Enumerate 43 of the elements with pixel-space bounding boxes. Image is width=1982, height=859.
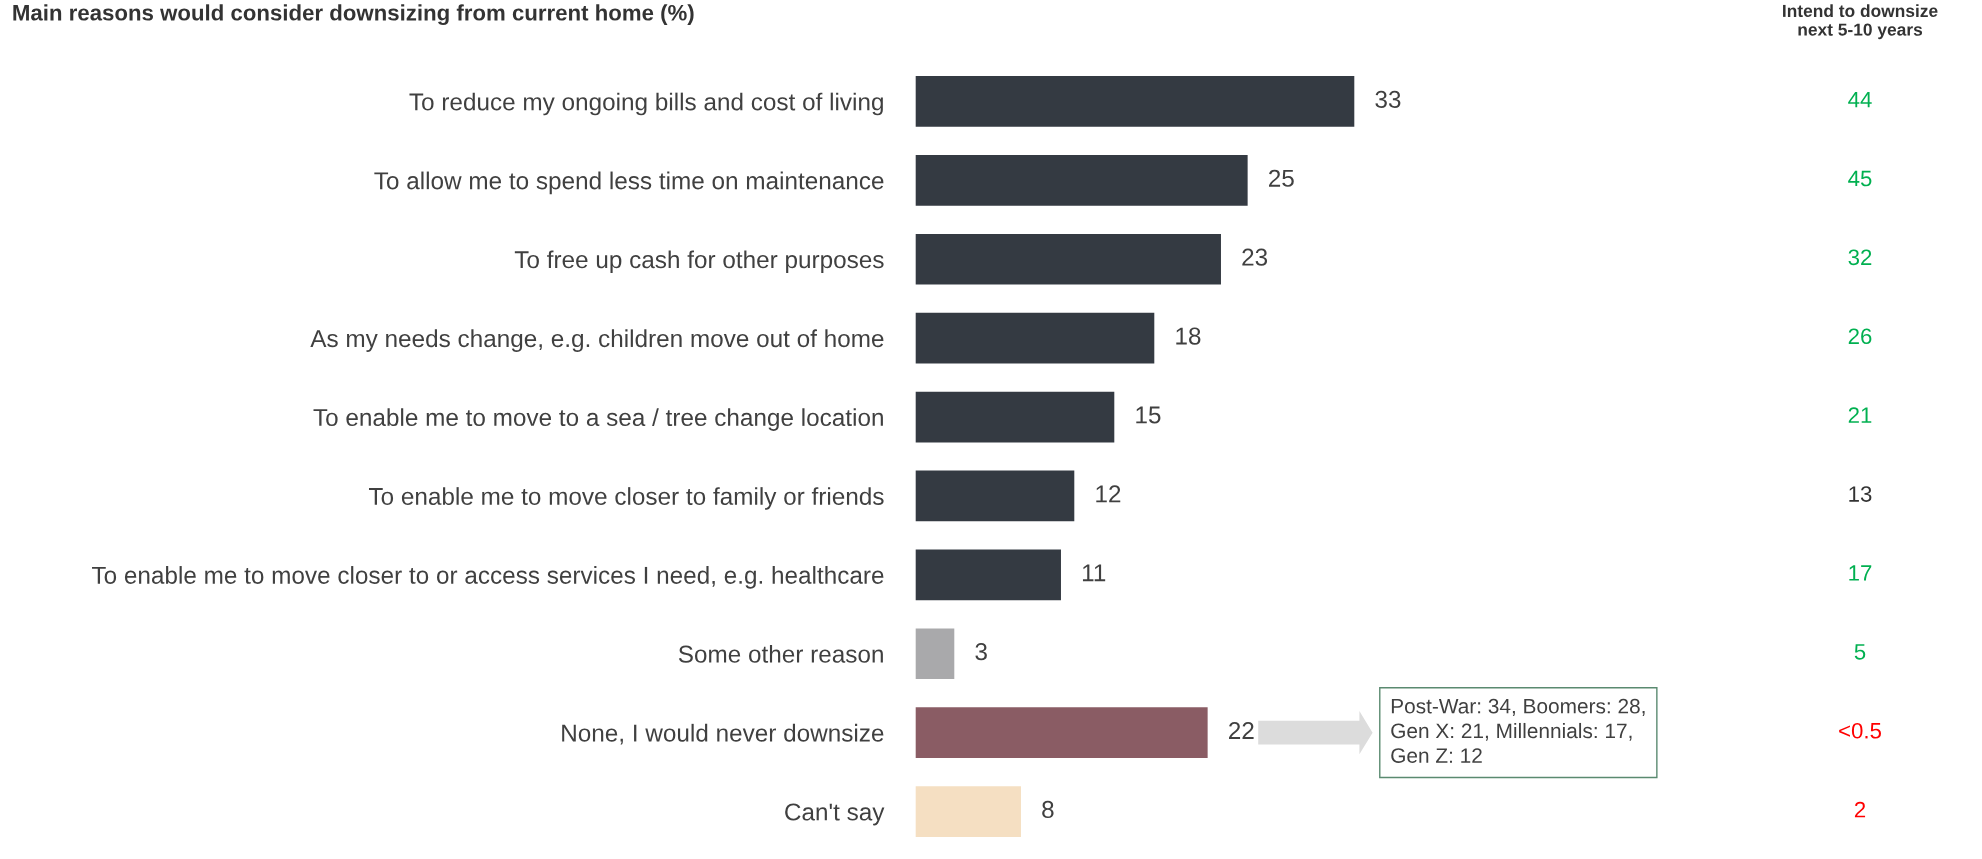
data-label: 18	[1176, 327, 1201, 345]
y-tick-label: To free up cash for other purposes	[514, 250, 884, 274]
data-label: 2	[1854, 801, 1866, 818]
y-tick-label: To enable me to move to a sea / tree change location	[313, 408, 883, 431]
data-label: 17	[1849, 565, 1872, 581]
bar	[915, 232, 1223, 286]
data-label: 5	[1854, 644, 1866, 660]
data-label: 23	[1242, 248, 1268, 266]
data-label: 11	[1082, 564, 1106, 582]
y-tick-label: To reduce my ongoing bills and cost of living	[409, 92, 883, 116]
y-tick-label: None, I would never downsize	[562, 723, 884, 745]
data-label: <0.5	[1839, 722, 1881, 739]
bar	[915, 705, 1210, 760]
y-tick-label: Some other reason	[678, 644, 883, 663]
y-tick-label: To allow me to spend less time on maintenance	[374, 171, 884, 195]
data-label: 12	[1096, 485, 1121, 503]
y-tick-label: To enable me to move closer to family or friends	[369, 487, 884, 510]
data-label: 32	[1848, 249, 1872, 266]
bar	[915, 390, 1116, 444]
text: Main reasons would consider downsizing from current home (%)	[13, 4, 694, 26]
data-label: 44	[1848, 91, 1872, 108]
bar	[915, 74, 1356, 129]
text: Intend to downsize next 5-10 years	[1783, 4, 1938, 40]
data-label: 25	[1269, 169, 1294, 187]
data-label: 22	[1229, 721, 1254, 739]
bar	[915, 469, 1076, 523]
text: Post-War: 34, Boomers: 28, Gen X: 21, Millennials: 17, Gen Z: 12	[1391, 698, 1645, 763]
bar	[915, 784, 1023, 839]
bar	[915, 311, 1156, 365]
bar	[915, 627, 956, 681]
data-label: 33	[1375, 90, 1401, 108]
data-label: 13	[1849, 486, 1872, 502]
y-tick-label: To enable me to move closer to or access services I need, e.g. healthcare	[92, 566, 884, 589]
data-label: 15	[1136, 406, 1161, 424]
data-label: 3	[975, 643, 987, 661]
data-label: 26	[1848, 328, 1872, 345]
data-label: 45	[1848, 170, 1872, 187]
y-tick-label: Can't say	[785, 803, 885, 826]
y-tick-label: As my needs change, e.g. children move out of home	[310, 329, 884, 352]
data-label: 8	[1042, 800, 1054, 819]
bar	[915, 153, 1250, 208]
data-label: 21	[1848, 407, 1872, 423]
bar	[915, 548, 1063, 602]
